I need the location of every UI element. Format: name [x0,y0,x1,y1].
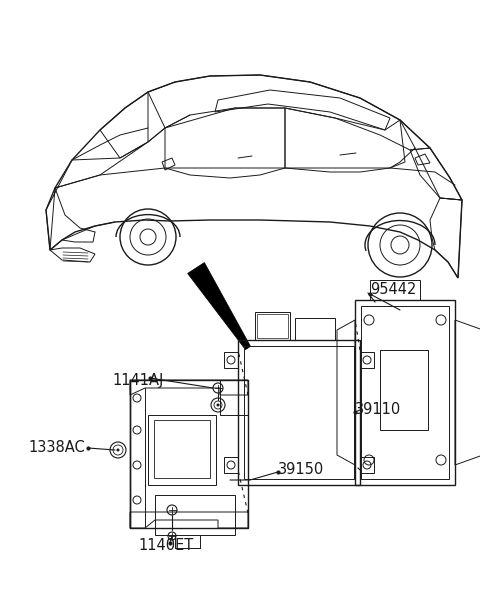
Polygon shape [188,262,251,350]
Bar [360,352,374,368]
Bar [244,346,354,479]
Bar [154,420,210,478]
Bar [255,312,290,340]
Text: 95442: 95442 [370,282,416,297]
Bar [224,352,238,368]
Bar [148,415,216,485]
Text: 1338AC: 1338AC [28,441,85,455]
Bar [360,457,374,473]
Bar [257,314,288,338]
Bar [295,318,335,340]
Text: 1140ET: 1140ET [138,537,193,552]
Circle shape [216,403,219,406]
Bar [155,495,235,535]
Text: 39150: 39150 [278,463,324,478]
Bar [238,340,360,485]
Bar [130,380,248,528]
Bar [224,457,238,473]
Bar [380,350,428,430]
Text: 1141AJ: 1141AJ [112,373,163,388]
Circle shape [117,449,120,452]
Bar [370,280,420,300]
Text: 39110: 39110 [355,402,401,417]
Bar [361,306,449,479]
Bar [355,300,455,485]
